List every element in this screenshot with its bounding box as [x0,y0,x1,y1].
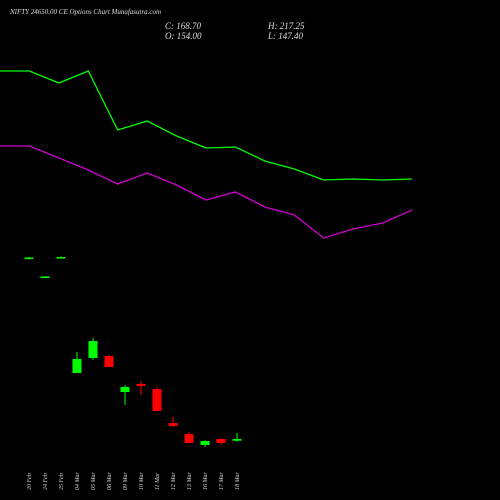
x-tick-label: 11 Mar [155,472,161,490]
x-tick-label: 10 Mar [139,472,145,490]
x-tick-label: 17 Mar [219,472,225,490]
x-tick-label: 16 Mar [203,472,209,490]
candle-body [120,387,130,392]
high-label: H: 217.25 [267,21,305,31]
close-label: C: 168.70 [165,21,202,31]
x-tick-label: 25 Feb [59,473,65,490]
candle-body [216,439,226,443]
low-label: L: 147.40 [267,31,304,41]
candle-body [152,389,162,411]
candle-body [232,438,242,441]
candle-body [200,441,210,445]
candle-body [72,359,82,373]
x-tick-label: 09 Mar [123,472,129,490]
candle-body [88,341,98,358]
candle-body [104,356,114,367]
x-tick-label: 20 Feb [27,473,33,490]
candle-body [56,257,66,259]
x-tick-label: 13 Mar [187,472,193,490]
x-tick-label: 05 Mar [91,472,97,490]
candle-body [136,384,146,386]
x-tick-label: 04 Mar [74,472,81,490]
x-tick-label: 24 Feb [42,473,49,490]
x-tick-label: 12 Mar [171,472,177,490]
line-series [0,70,413,181]
candle-body [40,276,50,278]
x-tick-label: 18 Mar [235,472,241,490]
candle-body [168,423,178,426]
candle-body [184,434,194,443]
chart-title: NIFTY 24650.00 CE Options Chart Munafasu… [9,8,161,16]
line-series [0,145,413,239]
candle-body [24,257,34,259]
x-tick-label: 06 Mar [107,472,113,490]
open-label: O: 154.00 [165,31,202,41]
